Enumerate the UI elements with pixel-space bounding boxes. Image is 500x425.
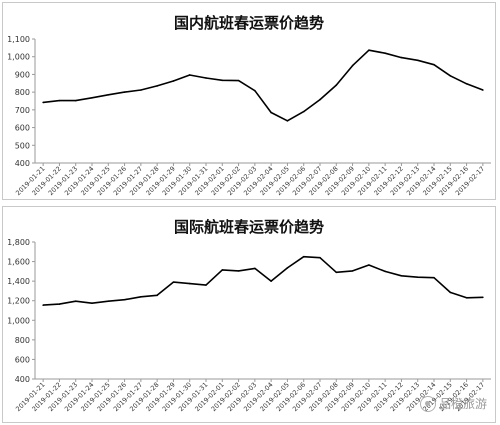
- domestic-chart-title: 国内航班春运票价趋势: [173, 14, 324, 32]
- international-y-tick-label: 800: [15, 336, 30, 345]
- watermark-text: 品橙旅游: [438, 397, 487, 411]
- domestic-data-point: [270, 111, 272, 114]
- international-data-point: [400, 274, 403, 277]
- international-data-point: [335, 271, 338, 274]
- international-data-point: [433, 276, 435, 279]
- international-data-point: [482, 296, 484, 299]
- domestic-data-point: [433, 63, 435, 66]
- international-data-point: [416, 276, 419, 279]
- international-data-point: [140, 296, 142, 298]
- domestic-data-point: [172, 80, 175, 82]
- international-data-point: [351, 270, 354, 272]
- international-data-point: [205, 284, 207, 286]
- international-chart-panel: 国际航班春运票价趋势 400 600 800 1,000 1,200 1,400 1,600…: [2, 206, 496, 423]
- international-y-tick-label: 1,400: [7, 277, 30, 286]
- domestic-data-point: [400, 56, 403, 59]
- international-y-tick-label: 1,800: [7, 238, 30, 247]
- international-chart-svg: 4006008001,0001,2001,4001,6001,8002019-0…: [7, 238, 491, 413]
- domestic-y-tick-label: 700: [15, 106, 30, 115]
- international-chart-title: 国际航班春运票价趋势: [173, 218, 324, 236]
- domestic-data-point: [237, 79, 240, 82]
- domestic-y-tick-label: 400: [15, 159, 30, 168]
- domestic-y-tick-label: 600: [15, 124, 30, 133]
- domestic-y-tick-label: 500: [15, 141, 30, 150]
- international-data-point: [286, 267, 289, 269]
- international-data-point: [384, 270, 386, 273]
- international-data-point: [91, 302, 93, 304]
- international-data-point: [172, 281, 175, 283]
- international-data-point: [449, 291, 452, 294]
- domestic-chart-svg: 4005006007008009001,0001,1002019-01-2120…: [7, 35, 491, 197]
- domestic-data-point: [74, 99, 77, 102]
- international-data-point: [58, 303, 61, 305]
- international-y-tick-label: 1,000: [7, 316, 30, 325]
- domestic-y-tick-label: 1,000: [7, 53, 30, 62]
- domestic-data-point: [188, 74, 191, 76]
- domestic-data-point: [482, 89, 484, 91]
- domestic-series-line: [43, 49, 484, 122]
- domestic-data-point: [319, 98, 321, 101]
- international-y-tick-label: 400: [15, 375, 30, 384]
- domestic-y-tick-label: 1,100: [7, 35, 30, 44]
- domestic-data-point: [156, 85, 158, 87]
- international-data-point: [319, 256, 321, 259]
- domestic-data-point: [368, 49, 370, 51]
- international-data-point: [465, 296, 468, 299]
- international-y-tick-label: 600: [15, 355, 30, 364]
- international-data-point: [107, 300, 110, 303]
- international-data-point: [123, 298, 126, 301]
- international-data-point: [302, 255, 305, 258]
- domestic-data-point: [123, 91, 126, 93]
- domestic-data-point: [416, 59, 419, 62]
- international-data-point: [221, 269, 224, 271]
- domestic-data-point: [351, 64, 354, 67]
- domestic-data-point: [286, 120, 289, 122]
- domestic-y-tick-label: 800: [15, 88, 30, 97]
- international-data-point: [254, 267, 256, 270]
- domestic-data-point: [107, 94, 110, 96]
- domestic-data-point: [205, 77, 207, 79]
- international-data-point: [270, 280, 272, 282]
- domestic-data-point: [254, 89, 256, 92]
- domestic-y-tick-label: 900: [15, 70, 30, 79]
- domestic-data-point: [91, 97, 93, 99]
- domestic-data-point: [140, 89, 142, 91]
- domestic-data-point: [465, 83, 468, 85]
- circle-logo-icon: [419, 395, 436, 412]
- domestic-data-point: [221, 79, 224, 82]
- domestic-data-point: [42, 101, 44, 104]
- domestic-data-point: [302, 110, 305, 113]
- international-data-point: [188, 282, 191, 285]
- domestic-data-point: [449, 75, 452, 77]
- watermark: 品橙旅游: [419, 395, 487, 412]
- international-y-tick-label: 1,200: [7, 297, 30, 306]
- international-series-line: [43, 255, 483, 306]
- domestic-chart-panel: 国内航班春运票价趋势 400 500 600 700 800 900 1,000 1,100 2…: [2, 2, 496, 200]
- international-data-point: [42, 304, 44, 306]
- domestic-data-point: [58, 99, 61, 102]
- international-data-point: [368, 264, 370, 266]
- international-data-point: [237, 270, 240, 272]
- international-y-tick-label: 1,600: [7, 258, 30, 267]
- domestic-data-point: [384, 52, 386, 54]
- international-data-point: [74, 300, 77, 303]
- domestic-data-point: [335, 84, 338, 86]
- international-data-point: [156, 294, 158, 297]
